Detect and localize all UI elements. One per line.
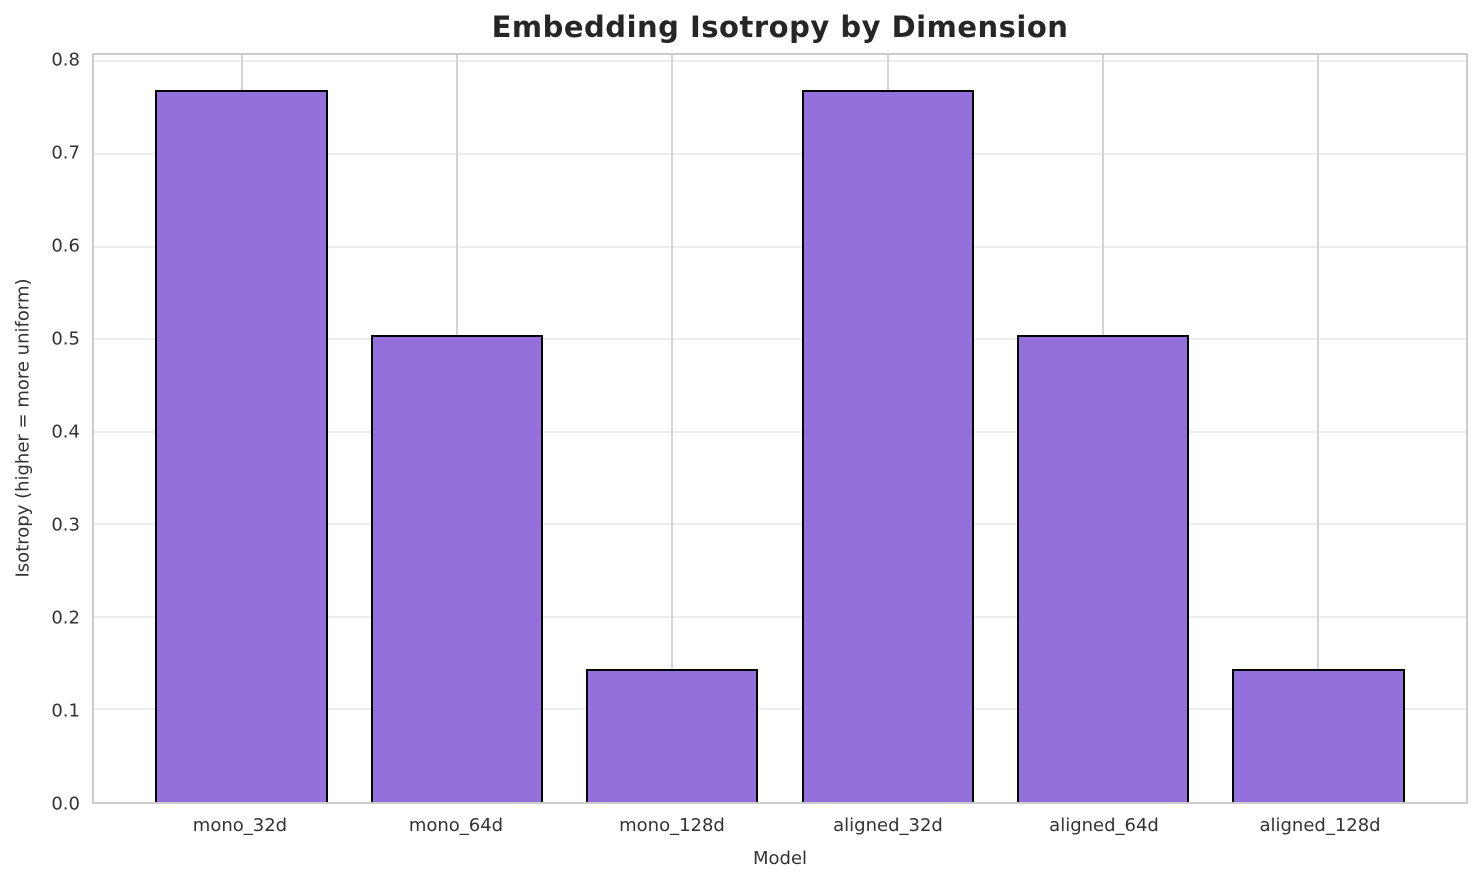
gridline-horizontal (94, 245, 1466, 248)
gridline-vertical (1317, 55, 1320, 802)
gridline-horizontal (94, 153, 1466, 156)
bar-aligned_128d (1232, 668, 1405, 802)
plot-area (92, 53, 1468, 804)
y-tick-label: 0.5 (51, 328, 80, 350)
gridline-vertical (671, 55, 674, 802)
y-tick-label: 0.3 (51, 514, 80, 536)
bar-mono_64d (370, 334, 544, 802)
bar-aligned_32d (801, 90, 974, 802)
y-tick-label: 0.8 (51, 49, 80, 70)
gridline-horizontal (94, 615, 1466, 618)
x-axis-label: Model (752, 848, 808, 869)
y-tick-labels: 0.0 0.1 0.2 0.3 0.4 0.5 0.6 0.7 0.8 (0, 49, 80, 815)
y-tick-label: 0.1 (51, 700, 80, 722)
y-tick-label: 0.2 (51, 607, 80, 629)
gridline-horizontal (94, 430, 1466, 433)
x-tick-label: mono_32d (192, 815, 288, 836)
y-tick-label: 0.0 (51, 793, 80, 815)
y-tick-label: 0.4 (51, 421, 80, 443)
gridline-horizontal (94, 60, 1466, 63)
gridline-horizontal (94, 523, 1466, 526)
y-tick-label: 0.6 (51, 235, 80, 257)
x-tick-label: aligned_128d (1259, 815, 1381, 836)
y-tick-label: 0.7 (51, 142, 80, 164)
gridline-horizontal (94, 338, 1466, 341)
x-tick-label: mono_128d (619, 815, 725, 836)
bar-mono_128d (586, 668, 759, 802)
x-tick-label: mono_64d (408, 815, 504, 836)
bar-mono_32d (155, 90, 328, 802)
gridline-horizontal (94, 708, 1466, 711)
chart-title: Embedding Isotropy by Dimension (491, 10, 1069, 44)
x-tick-labels: mono_32d mono_64d mono_128d aligned_32d alig… (92, 815, 1468, 841)
x-tick-label: aligned_32d (833, 815, 943, 836)
x-tick-label: aligned_64d (1049, 815, 1159, 836)
bar-aligned_64d (1016, 334, 1190, 802)
